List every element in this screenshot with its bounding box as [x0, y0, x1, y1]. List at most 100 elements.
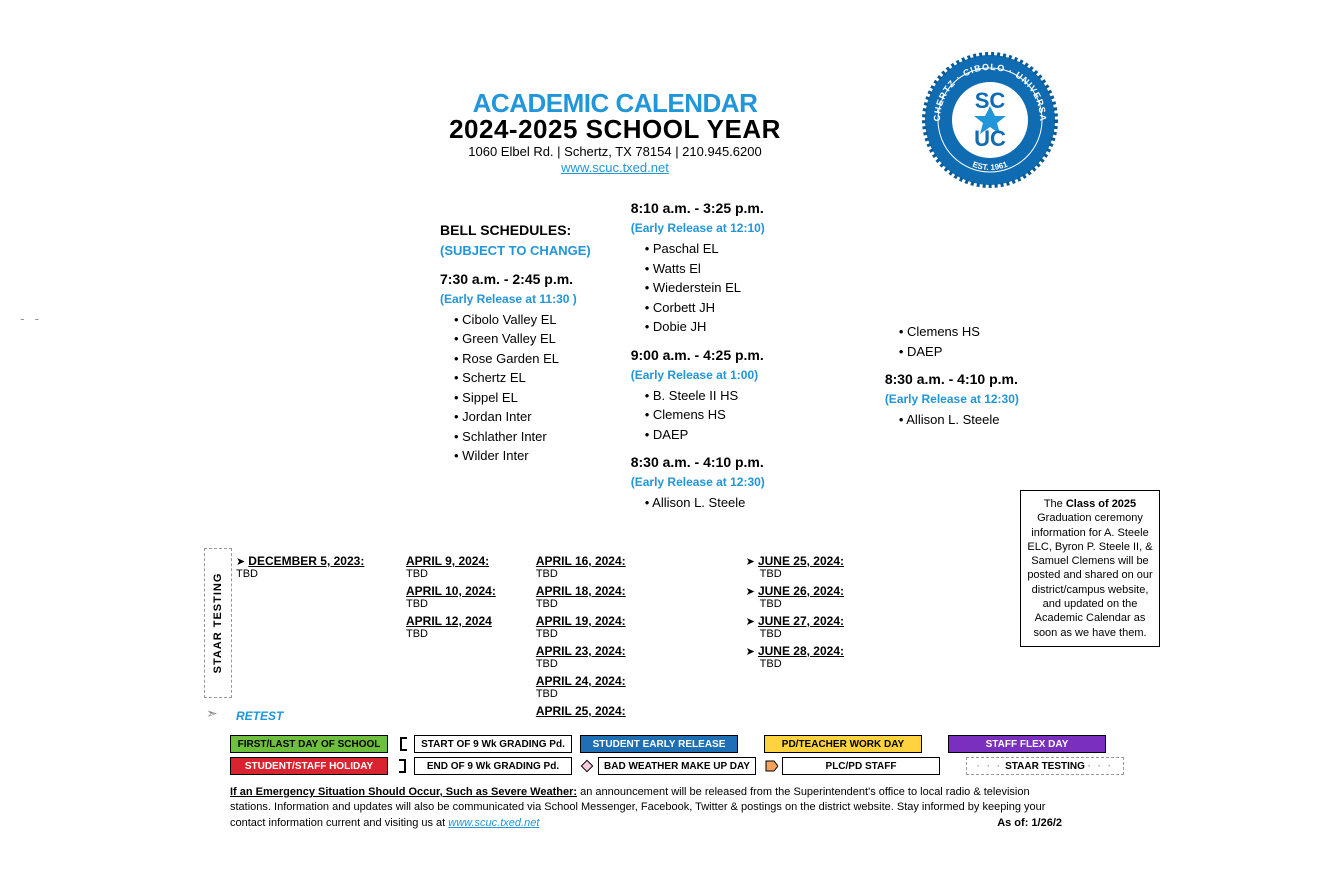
staar-date: JUNE 25, 2024: [746, 554, 844, 568]
staar-tbd: TBD [760, 628, 844, 640]
bell-col-2: 8:10 a.m. - 3:25 p.m. (Early Release at … [631, 190, 765, 513]
legend-item: START OF 9 Wk GRADING Pd. [396, 735, 572, 753]
bell-early-0: (Early Release at 11:30 ) [440, 290, 591, 308]
header-url-link[interactable]: www.scuc.txed.net [561, 160, 669, 175]
page-tick-marks: - - [20, 310, 42, 326]
school-item: DAEP [899, 342, 1019, 362]
staar-tab-label: STAAR TESTING [212, 573, 224, 674]
legend-box: FIRST/LAST DAY OF SCHOOL [230, 735, 388, 753]
retest-arrow-icon: ➣ [206, 705, 218, 722]
staar-grid: DECEMBER 5, 2023: TBD APRIL 9, 2024: TBD… [236, 554, 844, 718]
bell-list-2: B. Steele II HS Clemens HS DAEP [645, 386, 765, 445]
bell-col-1: BELL SCHEDULES: (SUBJECT TO CHANGE) 7:30… [440, 220, 591, 513]
bell-list-0: Cibolo Valley EL Green Valley EL Rose Ga… [454, 310, 591, 466]
title-school-year: 2024-2025 SCHOOL YEAR [350, 116, 880, 142]
page-container: ACADEMIC CALENDAR 2024-2025 SCHOOL YEAR … [210, 50, 1060, 513]
legend-box: END OF 9 Wk GRADING Pd. [414, 757, 572, 775]
school-item: Sippel EL [454, 388, 591, 408]
legend-item: STUDENT EARLY RELEASE [580, 735, 756, 753]
staar-date: APRIL 10, 2024: [406, 584, 496, 598]
staar-date: APRIL 25, 2024: [536, 704, 626, 718]
staar-tbd: TBD [406, 598, 496, 610]
school-item: Rose Garden EL [454, 349, 591, 369]
legend-item: STUDENT/STAFF HOLIDAY [230, 757, 388, 775]
legend-box: STUDENT EARLY RELEASE [580, 735, 738, 753]
staar-date: APRIL 23, 2024: [536, 644, 626, 658]
staar-date: APRIL 9, 2024: [406, 554, 496, 568]
bell-time-2: 9:00 a.m. - 4:25 p.m. [631, 345, 765, 366]
school-item: Jordan Inter [454, 407, 591, 427]
bell-early-2: (Early Release at 1:00) [631, 366, 765, 384]
staar-tbd: TBD [760, 568, 844, 580]
staar-tbd: TBD [536, 568, 626, 580]
school-item: DAEP [645, 425, 765, 445]
bell-list-4: Clemens HS DAEP [899, 322, 1019, 361]
legend-item: FIRST/LAST DAY OF SCHOOL [230, 735, 388, 753]
bell-list-5: Allison L. Steele [899, 410, 1019, 430]
school-item: Wilder Inter [454, 446, 591, 466]
school-item: Schlather Inter [454, 427, 591, 447]
legend-box: PD/TEACHER WORK DAY [764, 735, 922, 753]
as-of-date: As of: 1/26/2 [997, 816, 1062, 831]
bell-early-3: (Early Release at 12:30) [631, 473, 765, 491]
legend-box: STAFF FLEX DAY [948, 735, 1106, 753]
bell-list-1: Paschal EL Watts El Wiederstein EL Corbe… [645, 239, 765, 337]
legend: FIRST/LAST DAY OF SCHOOL STUDENT/STAFF HO… [230, 735, 1124, 775]
bell-time-5: 8:30 a.m. - 4:10 p.m. [885, 369, 1019, 390]
bell-col-3: Clemens HS DAEP 8:30 a.m. - 4:10 p.m. (E… [885, 320, 1019, 513]
retest-label: RETEST [236, 709, 283, 723]
legend-box: STUDENT/STAFF HOLIDAY [230, 757, 388, 775]
school-item: Paschal EL [645, 239, 765, 259]
legend-item: PLC/PD STAFF [764, 757, 940, 775]
staar-date: APRIL 18, 2024: [536, 584, 626, 598]
diamond-icon [580, 759, 594, 773]
legend-box: · · · STAAR TESTING · · · [966, 757, 1124, 775]
header-address: 1060 Elbel Rd. | Schertz, TX 78154 | 210… [350, 144, 880, 159]
footer-bold: If an Emergency Situation Should Occur, … [230, 786, 577, 798]
bell-early-5: (Early Release at 12:30) [885, 390, 1019, 408]
school-item: Allison L. Steele [645, 493, 765, 513]
header: ACADEMIC CALENDAR 2024-2025 SCHOOL YEAR … [210, 50, 1060, 190]
school-item: Cibolo Valley EL [454, 310, 591, 330]
seal-icon: SCHERTZ · CIBOLO · UNIVERSAL EST. 1961 S… [920, 50, 1060, 190]
legend-item: END OF 9 Wk GRADING Pd. [396, 757, 572, 775]
staar-testing-section: STAAR TESTING DECEMBER 5, 2023: TBD APRI… [204, 548, 1064, 733]
bell-list-3: Allison L. Steele [645, 493, 765, 513]
legend-item: STAFF FLEX DAY [948, 735, 1124, 753]
school-item: Allison L. Steele [899, 410, 1019, 430]
bracket-start-icon [396, 737, 410, 751]
staar-date: DECEMBER 5, 2023: [236, 554, 366, 568]
legend-item: · · · STAAR TESTING · · · [948, 757, 1124, 775]
legend-box: START OF 9 Wk GRADING Pd. [414, 735, 572, 753]
legend-box: PLC/PD STAFF [782, 757, 940, 775]
bell-time-0: 7:30 a.m. - 2:45 p.m. [440, 269, 591, 290]
staar-date: JUNE 28, 2024: [746, 644, 844, 658]
district-seal: SCHERTZ · CIBOLO · UNIVERSAL EST. 1961 S… [920, 50, 1060, 190]
school-item: Watts El [645, 259, 765, 279]
school-item: Green Valley EL [454, 329, 591, 349]
staar-col-1: APRIL 9, 2024: TBD APRIL 10, 2024: TBD A… [406, 554, 496, 718]
footer: If an Emergency Situation Should Occur, … [230, 785, 1060, 831]
school-item: Clemens HS [899, 322, 1019, 342]
bell-schedules: BELL SCHEDULES: (SUBJECT TO CHANGE) 7:30… [220, 220, 1060, 513]
footer-link[interactable]: www.scuc.txed.net [448, 817, 539, 829]
bracket-end-icon [396, 759, 410, 773]
staar-col-2: APRIL 16, 2024: TBD APRIL 18, 2024: TBD … [536, 554, 626, 718]
staar-date: APRIL 16, 2024: [536, 554, 626, 568]
bell-subject-to-change: (SUBJECT TO CHANGE) [440, 241, 591, 261]
staar-tbd: TBD [536, 598, 626, 610]
gradbox-pre: The [1044, 498, 1066, 510]
staar-tbd: TBD [536, 658, 626, 670]
staar-tbd: TBD [536, 688, 626, 700]
title-academic-calendar: ACADEMIC CALENDAR [350, 90, 880, 116]
legend-box: BAD WEATHER MAKE UP DAY [598, 757, 756, 775]
staar-tbd: TBD [536, 628, 626, 640]
pentagon-icon [764, 759, 778, 773]
staar-col-0: DECEMBER 5, 2023: TBD [236, 554, 366, 718]
seal-uc: UC [974, 126, 1006, 151]
staar-date: APRIL 19, 2024: [536, 614, 626, 628]
staar-tbd: TBD [406, 568, 496, 580]
staar-date: APRIL 12, 2024 [406, 614, 496, 628]
bell-time-1: 8:10 a.m. - 3:25 p.m. [631, 198, 765, 219]
staar-tbd: TBD [760, 658, 844, 670]
